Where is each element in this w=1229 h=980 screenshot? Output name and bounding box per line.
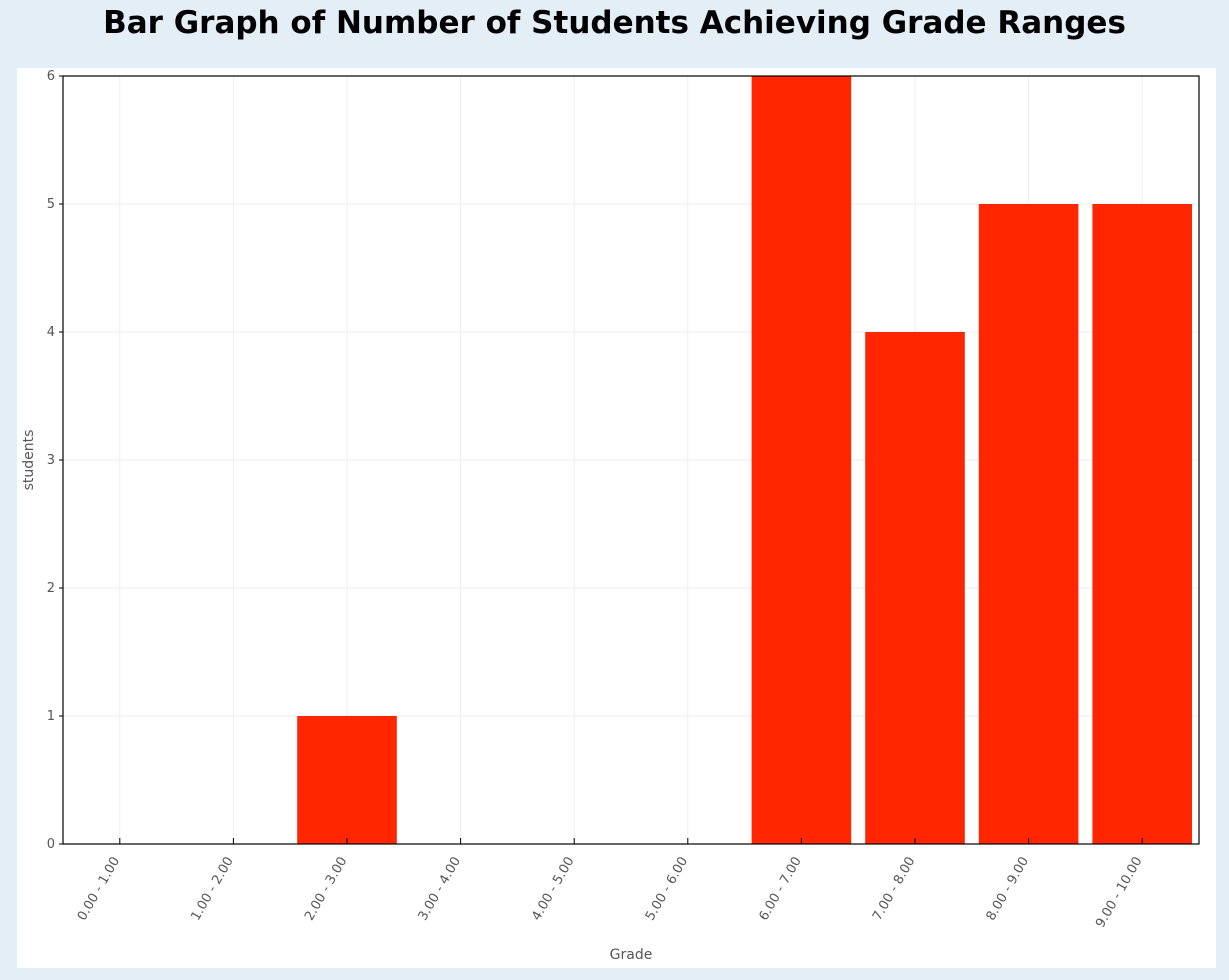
- y-tick-label: 5: [47, 197, 55, 212]
- page-title: Bar Graph of Number of Students Achievin…: [103, 5, 1126, 41]
- bar-chart: 0 1 2 3 4 5 6 0.00 - 1.00 1.00 - 2.00 2.00 - 3.0…: [21, 69, 1200, 963]
- x-tick-label: 2.00 - 3.00: [302, 855, 350, 924]
- y-tick-label: 1: [47, 709, 55, 724]
- x-tick-labels: 0.00 - 1.00 1.00 - 2.00 2.00 - 3.00 3.00 - …: [75, 855, 1146, 931]
- x-tick-label: 1.00 - 2.00: [188, 855, 236, 924]
- x-tick-label: 7.00 - 8.00: [870, 855, 918, 924]
- y-tick-label: 3: [47, 453, 55, 468]
- chart-panel: 0 1 2 3 4 5 6 0.00 - 1.00 1.00 - 2.00 2.00 - 3.0…: [17, 68, 1216, 968]
- x-tick-label: 5.00 - 6.00: [643, 855, 691, 924]
- x-axis-title: Grade: [610, 947, 653, 963]
- bar: [865, 332, 965, 844]
- y-tick-label: 2: [47, 581, 55, 596]
- x-tick-label: 8.00 - 9.00: [984, 855, 1032, 924]
- bar: [751, 76, 852, 844]
- y-tick-label: 0: [47, 837, 55, 852]
- bars: [297, 76, 1192, 844]
- bar: [1092, 204, 1192, 844]
- bar: [297, 716, 397, 844]
- y-axis-title: students: [21, 430, 37, 491]
- x-tick-label: 4.00 - 5.00: [529, 855, 577, 924]
- bar: [978, 204, 1079, 844]
- x-tick-label: 6.00 - 7.00: [756, 855, 804, 924]
- axes: [59, 75, 1200, 845]
- x-tick-label: 9.00 - 10.00: [1093, 855, 1146, 931]
- x-tick-label: 3.00 - 4.00: [416, 855, 464, 924]
- x-tick-label: 0.00 - 1.00: [75, 855, 123, 924]
- y-tick-label: 4: [47, 325, 55, 340]
- y-tick-labels: 0 1 2 3 4 5 6: [47, 69, 55, 852]
- y-tick-label: 6: [47, 69, 55, 84]
